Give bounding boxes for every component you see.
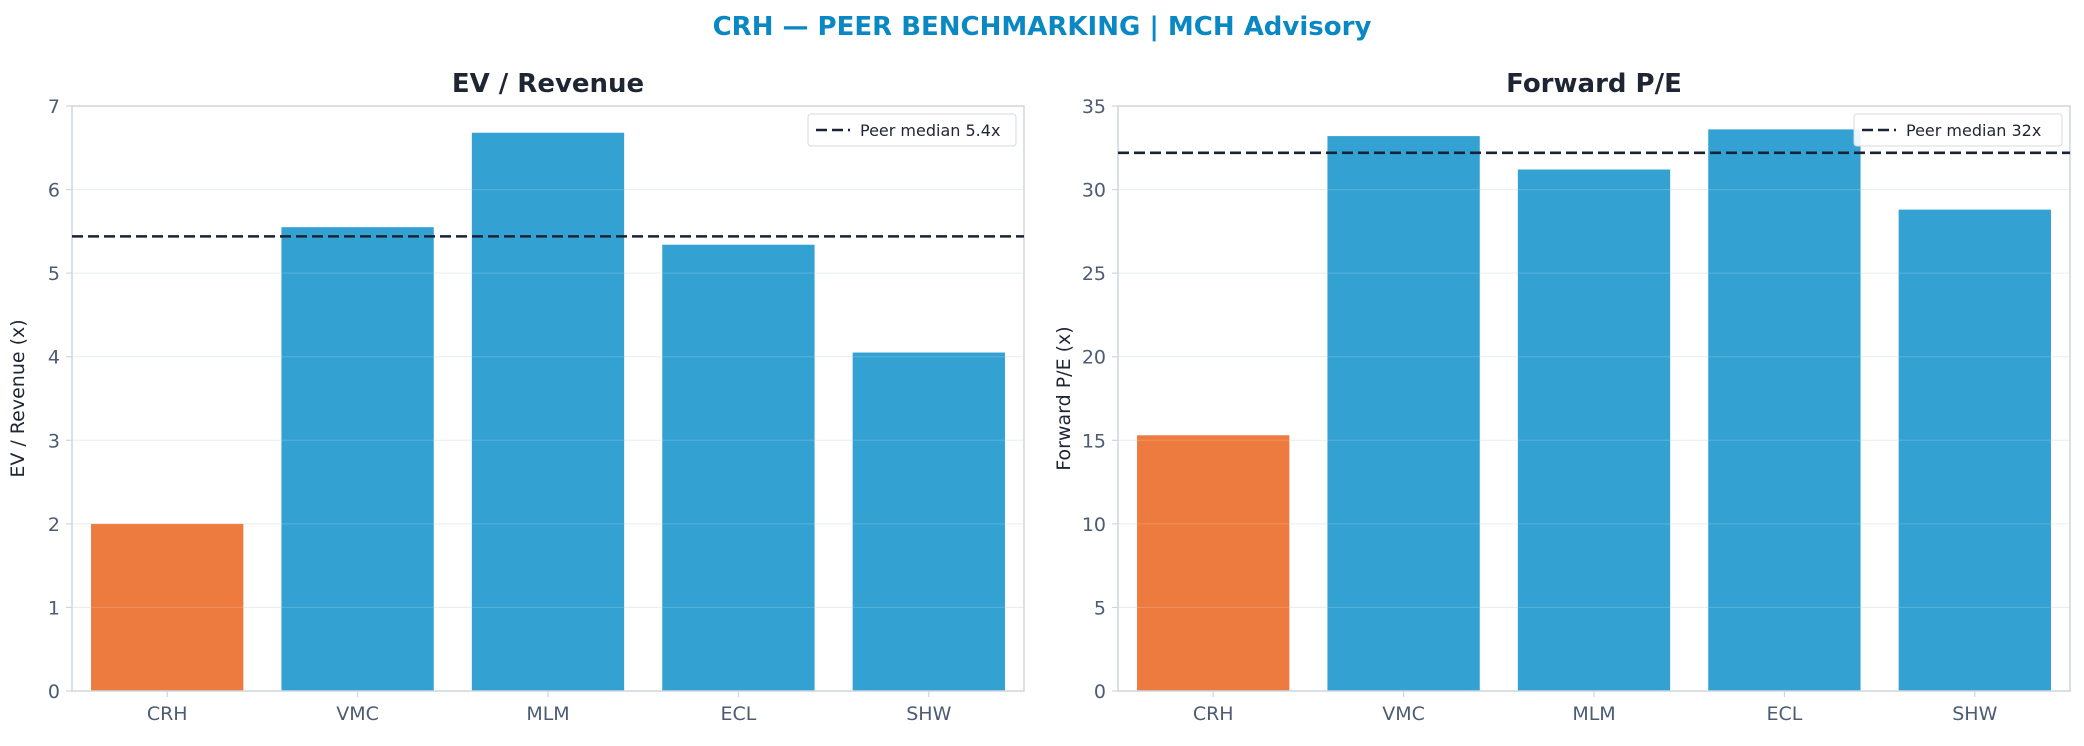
- chart-title: Forward P/E: [1506, 69, 1682, 99]
- y-tick-label: 5: [1094, 597, 1106, 619]
- legend-label: Peer median 5.4x: [860, 121, 1000, 140]
- x-tick-label: SHW: [1952, 703, 1997, 725]
- x-tick-label: MLM: [1572, 703, 1615, 725]
- x-tick-label: VMC: [336, 703, 379, 725]
- figure-title: CRH — PEER BENCHMARKING | MCH Advisory: [713, 12, 1372, 42]
- bar-mlm: [471, 132, 625, 691]
- y-tick-label: 2: [48, 514, 60, 536]
- plot-frame: [71, 105, 1025, 692]
- chart-forward-pe: Forward P/E 0 5 10 15 20 25 30 35 CRH VMC MLM ECL SHW…: [1053, 69, 2071, 725]
- y-tick-label: 7: [48, 96, 60, 118]
- bar-crh: [91, 523, 244, 691]
- x-tick-label: SHW: [906, 703, 951, 725]
- y-tick-label: 15: [1082, 430, 1106, 452]
- y-tick-label: 25: [1082, 263, 1106, 285]
- bar-crh: [1137, 435, 1290, 691]
- bar-shw: [1898, 209, 2051, 691]
- x-tick-label: VMC: [1382, 703, 1425, 725]
- y-axis-label: EV / Revenue (x): [7, 319, 29, 477]
- legend-box: [1853, 113, 2063, 147]
- bar-vmc: [1327, 136, 1480, 692]
- legend-box: [807, 113, 1017, 147]
- x-tick-label: CRH: [147, 703, 188, 725]
- x-tick-label: CRH: [1193, 703, 1234, 725]
- y-tick-label: 10: [1082, 514, 1106, 536]
- bar-ecl: [1708, 129, 1861, 691]
- y-axis-label: Forward P/E (x): [1053, 326, 1075, 470]
- y-tick-label: 30: [1082, 180, 1106, 202]
- bar-ecl: [662, 244, 815, 691]
- y-tick-label: 0: [1094, 681, 1106, 703]
- y-tick-label: 5: [48, 263, 60, 285]
- bar-shw: [852, 352, 1005, 691]
- legend-label: Peer median 32x: [1906, 121, 2041, 140]
- chart-ev-revenue: EV / Revenue 0 1 2 3 4 5 6 7 CRH VMC MLM ECL SHW Peer …: [7, 69, 1025, 725]
- y-tick-label: 35: [1082, 96, 1106, 118]
- y-tick-label: 4: [48, 347, 60, 369]
- bar-mlm: [1517, 169, 1671, 691]
- bar-vmc: [281, 227, 434, 691]
- x-tick-label: ECL: [1766, 703, 1802, 725]
- legend: Peer median 5.4x: [807, 113, 1017, 147]
- y-tick-label: 0: [48, 681, 60, 703]
- plot-frame: [1117, 105, 2071, 692]
- y-tick-label: 6: [48, 180, 60, 202]
- chart-title: EV / Revenue: [452, 69, 644, 99]
- x-tick-label: MLM: [526, 703, 569, 725]
- y-tick-label: 1: [48, 597, 60, 619]
- x-tick-label: ECL: [720, 703, 756, 725]
- y-tick-label: 20: [1082, 347, 1106, 369]
- y-tick-label: 3: [48, 430, 60, 452]
- legend: Peer median 32x: [1853, 113, 2063, 147]
